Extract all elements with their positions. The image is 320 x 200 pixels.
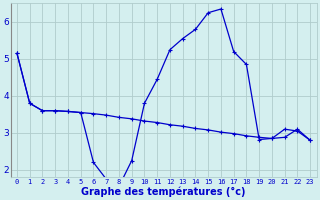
X-axis label: Graphe des températures (°c): Graphe des températures (°c)	[81, 186, 246, 197]
